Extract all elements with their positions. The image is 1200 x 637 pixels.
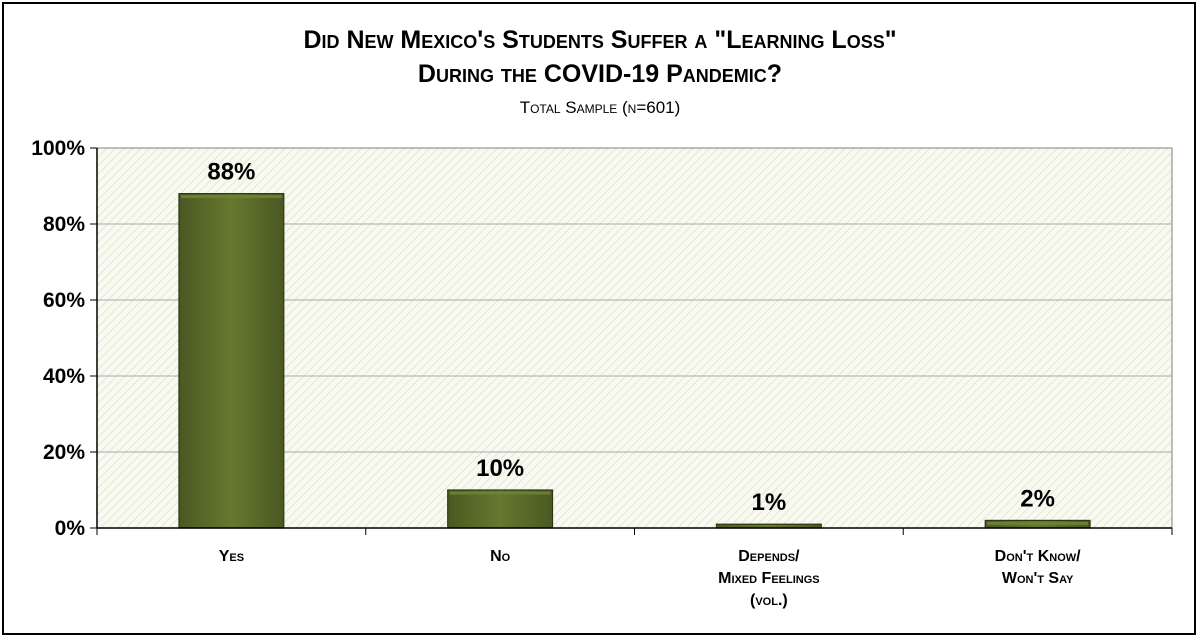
x-category-line: (vol.): [750, 592, 788, 609]
bar: [178, 193, 285, 529]
data-label: 2%: [1020, 485, 1055, 512]
data-label: 1%: [752, 489, 787, 516]
x-category-line: Depends/: [738, 548, 800, 565]
y-tick-label: 80%: [43, 213, 85, 236]
x-category-line: Mixed Feelings: [718, 570, 820, 587]
data-label: 10%: [476, 455, 524, 482]
x-category-line: No: [490, 548, 511, 565]
bar: [984, 519, 1091, 529]
y-tick-label: 40%: [43, 365, 85, 388]
x-category-line: Don't Know/: [994, 548, 1081, 565]
x-category-line: Won't Say: [1001, 570, 1074, 587]
y-tick-label: 20%: [43, 441, 85, 464]
x-category-line: Yes: [218, 548, 245, 565]
chart-title-line2: During the COVID-19 Pandemic?: [417, 60, 783, 88]
chart-subtitle: Total Sample (n=601): [519, 98, 681, 117]
bar-bevel: [987, 521, 1089, 525]
chart-title: Did New Mexico's Students Suffer a "Lear…: [303, 26, 897, 54]
y-tick-label: 100%: [31, 137, 85, 160]
bar-body: [447, 489, 554, 529]
y-tick-label: 60%: [43, 289, 85, 312]
x-category-label: No: [400, 546, 600, 568]
data-label: 88%: [207, 159, 255, 186]
bar: [447, 489, 554, 529]
bar-body: [178, 193, 285, 529]
bar-bevel: [449, 491, 551, 495]
y-tick-label: 0%: [55, 517, 86, 540]
x-category-label: Depends/Mixed Feelings (vol.): [669, 546, 869, 612]
x-category-label: Don't Know/Won't Say: [938, 546, 1138, 590]
x-category-label: Yes: [131, 546, 331, 568]
bar-bevel: [180, 195, 282, 199]
